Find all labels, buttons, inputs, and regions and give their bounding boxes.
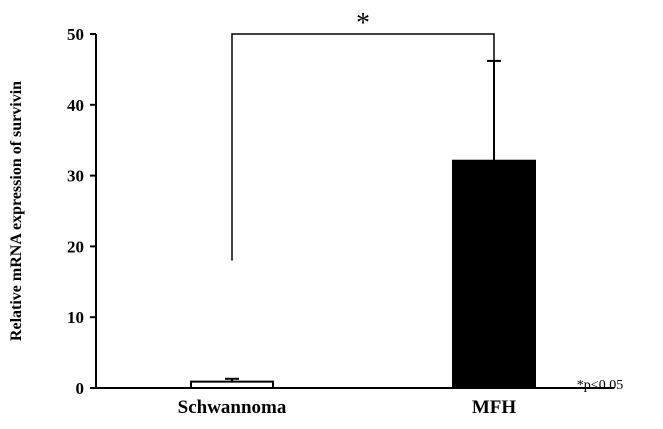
x-category-label: MFH (472, 397, 517, 418)
footnote-significance: *p<0.05 (577, 378, 623, 393)
significance-star: * (356, 8, 370, 39)
y-tick-label: 20 (67, 237, 84, 256)
y-tick-label: 30 (67, 167, 84, 186)
bar-schwannoma (190, 380, 274, 389)
bar-mfh (452, 159, 536, 389)
significance-bracket (231, 33, 495, 261)
y-axis-title: Relative mRNA expression of survivin (8, 81, 25, 341)
y-tick-label: 10 (67, 308, 84, 327)
x-axis: Schwannoma MFH (96, 387, 614, 418)
y-tick-label: 50 (67, 25, 84, 44)
bars-group (190, 159, 536, 389)
y-axis: 0 10 20 30 40 50 (67, 25, 97, 398)
x-category-label: Schwannoma (178, 397, 287, 418)
y-tick-label: 40 (67, 96, 84, 115)
significance-bracket-group: * (231, 8, 495, 261)
y-tick-label: 0 (76, 379, 85, 398)
